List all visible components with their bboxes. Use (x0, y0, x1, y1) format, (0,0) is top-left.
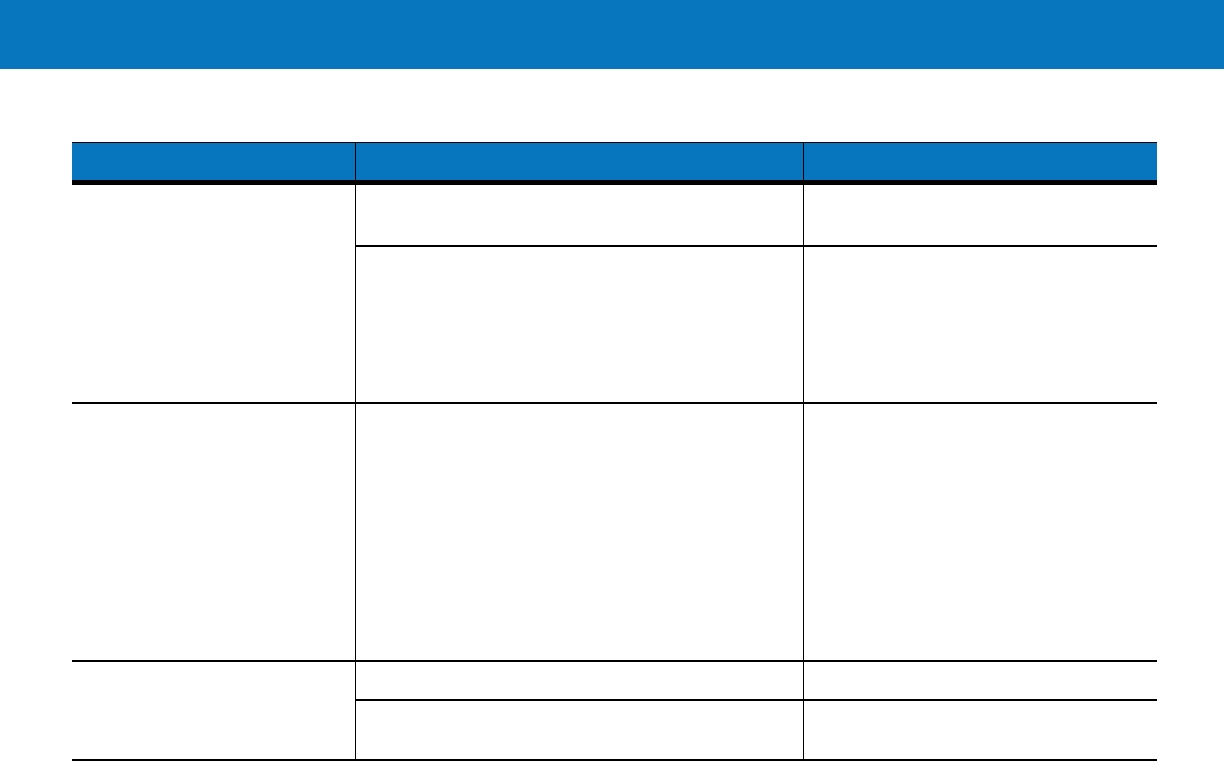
body-cell (803, 660, 1157, 701)
body-cell-group2-col1 (72, 402, 356, 662)
table-row (72, 660, 1157, 761)
table-header (72, 142, 1157, 185)
body-cell (803, 182, 1157, 247)
data-table (72, 142, 1157, 761)
body-cell (355, 402, 804, 662)
header-row (72, 142, 1157, 185)
table-row (72, 182, 1157, 404)
table-row (72, 699, 1157, 761)
table-row (72, 402, 1157, 662)
table-body (72, 182, 1157, 761)
header-cell-1 (72, 142, 356, 185)
body-cell-group1-col1 (72, 182, 356, 404)
body-cell (803, 245, 1157, 404)
header-cell-3 (803, 142, 1157, 185)
body-cell (803, 699, 1157, 761)
body-cell (355, 245, 804, 404)
body-cell (355, 660, 804, 701)
header-cell-2 (355, 142, 804, 185)
body-cell (355, 699, 804, 761)
table-row (72, 245, 1157, 404)
body-cell (803, 402, 1157, 662)
body-cell (355, 182, 804, 247)
body-cell-group3-col1 (72, 660, 356, 761)
top-banner (0, 0, 1224, 69)
